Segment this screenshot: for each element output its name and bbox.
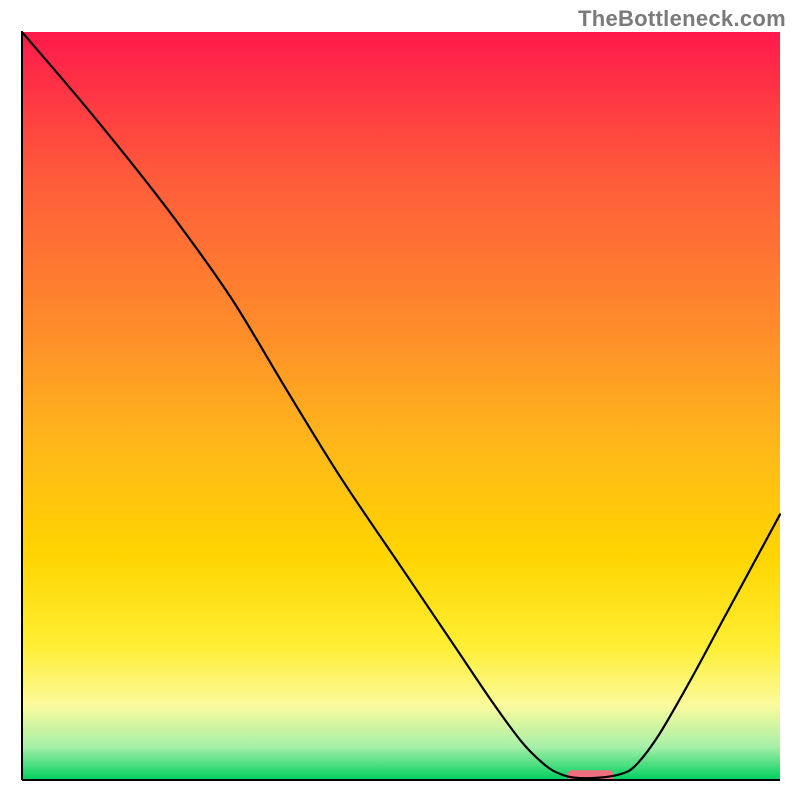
watermark-label: TheBottleneck.com xyxy=(578,6,786,32)
chart-svg xyxy=(0,0,800,800)
plot-background xyxy=(22,32,780,780)
bottleneck-chart: TheBottleneck.com xyxy=(0,0,800,800)
